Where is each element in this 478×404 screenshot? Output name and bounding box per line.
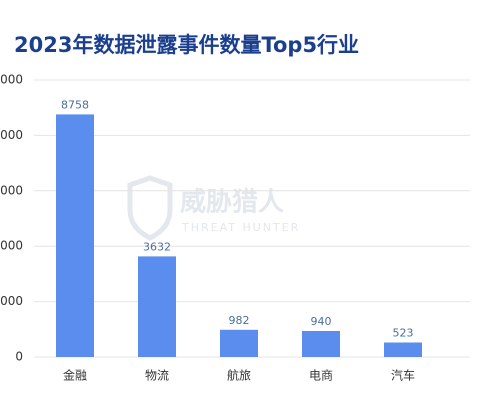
- bar: [302, 330, 340, 357]
- value-label: 940: [311, 315, 332, 328]
- bar: [384, 342, 422, 357]
- x-tick-label: 电商: [309, 368, 333, 383]
- value-label: 982: [229, 314, 250, 327]
- watermark-subtitle: THREAT HUNTER: [181, 221, 300, 234]
- value-label: 523: [393, 327, 414, 340]
- y-tick-label: 4000: [0, 239, 23, 253]
- value-label: 3632: [143, 240, 171, 253]
- watermark-logo: [127, 175, 173, 241]
- x-tick-label: 汽车: [391, 368, 415, 383]
- y-tick-label: 10000: [0, 73, 23, 87]
- x-tick-label: 航旅: [227, 368, 251, 383]
- bar: [220, 329, 258, 357]
- y-tick-label: 6000: [0, 183, 23, 197]
- y-tick-label: 8000: [0, 128, 23, 142]
- x-tick-label: 物流: [145, 369, 169, 383]
- bar: [138, 256, 176, 357]
- bar: [56, 114, 94, 357]
- chart-title: 2023年数据泄露事件数量Top5行业: [14, 33, 359, 57]
- y-tick-label: 2000: [0, 294, 23, 308]
- y-tick-label: 0: [15, 350, 23, 364]
- x-tick-label: 金融: [63, 368, 87, 383]
- value-label: 8758: [61, 98, 89, 111]
- watermark: 威胁猎人 THREAT HUNTER: [127, 175, 300, 241]
- watermark-title: 威胁猎人: [180, 187, 284, 218]
